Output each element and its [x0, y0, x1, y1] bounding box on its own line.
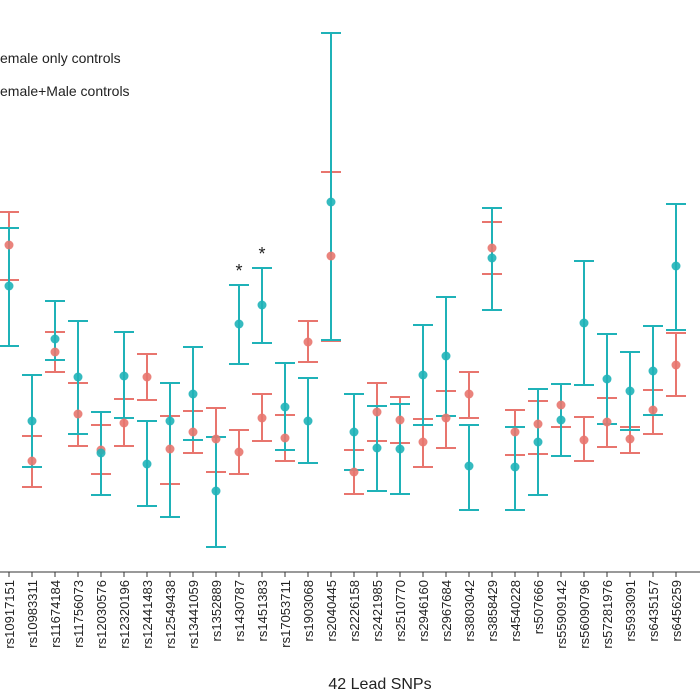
point: [326, 251, 336, 261]
x-tick-label: rs2510770: [393, 580, 408, 641]
point: [27, 416, 37, 426]
x-axis-label: 42 Lead SNPs: [328, 676, 431, 693]
point: [487, 243, 497, 253]
point: [326, 197, 336, 207]
point: [464, 461, 474, 471]
point: [441, 413, 451, 423]
x-tick-label: rs2946160: [416, 580, 431, 641]
legend-label: emale only controls: [0, 50, 121, 66]
point: [142, 372, 152, 382]
point: [671, 261, 681, 271]
point: [648, 405, 658, 415]
x-tick-label: rs12320196: [117, 580, 132, 649]
x-tick-label: rs11756073: [71, 580, 86, 648]
point: [188, 389, 198, 399]
point: [510, 462, 520, 472]
point: [4, 240, 14, 250]
legend-label: emale+Male controls: [0, 83, 130, 99]
point: [165, 444, 175, 454]
x-tick-label: rs2421985: [370, 580, 385, 641]
x-tick-label: rs13441059: [186, 580, 201, 649]
x-tick-label: rs6435157: [646, 580, 661, 641]
point: [188, 427, 198, 437]
x-tick-label: rs10983311: [25, 580, 40, 648]
point: [211, 434, 221, 444]
point: [303, 337, 313, 347]
point: [280, 433, 290, 443]
x-tick-label: rs507666: [531, 580, 546, 634]
x-tick-label: rs12441483: [140, 580, 155, 649]
x-tick-label: rs56090796: [577, 580, 592, 649]
x-tick-label: rs2226158: [347, 580, 362, 641]
point: [464, 389, 474, 399]
x-tick-label: rs12030576: [94, 580, 109, 649]
point: [671, 360, 681, 370]
x-tick-label: rs17053711: [278, 580, 293, 648]
x-tick-label: rs10917151: [2, 580, 17, 649]
x-tick-label: rs5933091: [623, 580, 638, 641]
point: [119, 418, 129, 428]
x-tick-label: rs3803042: [462, 580, 477, 641]
annotation: *: [235, 261, 242, 281]
point: [234, 447, 244, 457]
point: [418, 370, 428, 380]
x-tick-label: rs57281976: [600, 580, 615, 649]
point: [50, 347, 60, 357]
point: [579, 435, 589, 445]
point: [372, 407, 382, 417]
point: [73, 409, 83, 419]
point: [395, 415, 405, 425]
x-tick-label: rs2967684: [439, 580, 454, 641]
point: [556, 415, 566, 425]
point: [579, 318, 589, 328]
x-tick-label: rs1903068: [301, 580, 316, 641]
x-tick-label: rs1451383: [255, 580, 270, 641]
point: [303, 416, 313, 426]
point: [510, 427, 520, 437]
point: [418, 437, 428, 447]
x-tick-label: rs2040445: [324, 580, 339, 641]
point: [395, 444, 405, 454]
point: [349, 467, 359, 477]
x-tick-label: rs11674184: [48, 580, 63, 648]
point: [625, 434, 635, 444]
point: [441, 351, 451, 361]
point: [50, 334, 60, 344]
point: [119, 371, 129, 381]
point: [648, 366, 658, 376]
point: [556, 400, 566, 410]
x-tick-label: rs4540228: [508, 580, 523, 641]
point: [234, 319, 244, 329]
point: [602, 417, 612, 427]
point: [533, 419, 543, 429]
x-tick-label: rs6456259: [669, 580, 684, 641]
annotation: *: [258, 244, 265, 264]
point: [602, 374, 612, 384]
point: [349, 427, 359, 437]
point: [142, 459, 152, 469]
point: [96, 448, 106, 458]
x-tick-label: rs3858429: [485, 580, 500, 641]
point: [27, 456, 37, 466]
point: [165, 416, 175, 426]
point: [487, 253, 497, 263]
x-tick-label: rs12549438: [163, 580, 178, 649]
x-tick-label: rs1430787: [232, 580, 247, 641]
x-tick-label: rs55909142: [554, 580, 569, 649]
point: [280, 402, 290, 412]
point: [73, 372, 83, 382]
point: [533, 437, 543, 447]
point: [211, 486, 221, 496]
x-tick-label: rs1352889: [209, 580, 224, 641]
point: [372, 443, 382, 453]
point: [257, 413, 267, 423]
point: [625, 386, 635, 396]
point: [257, 300, 267, 310]
point: [4, 281, 14, 291]
